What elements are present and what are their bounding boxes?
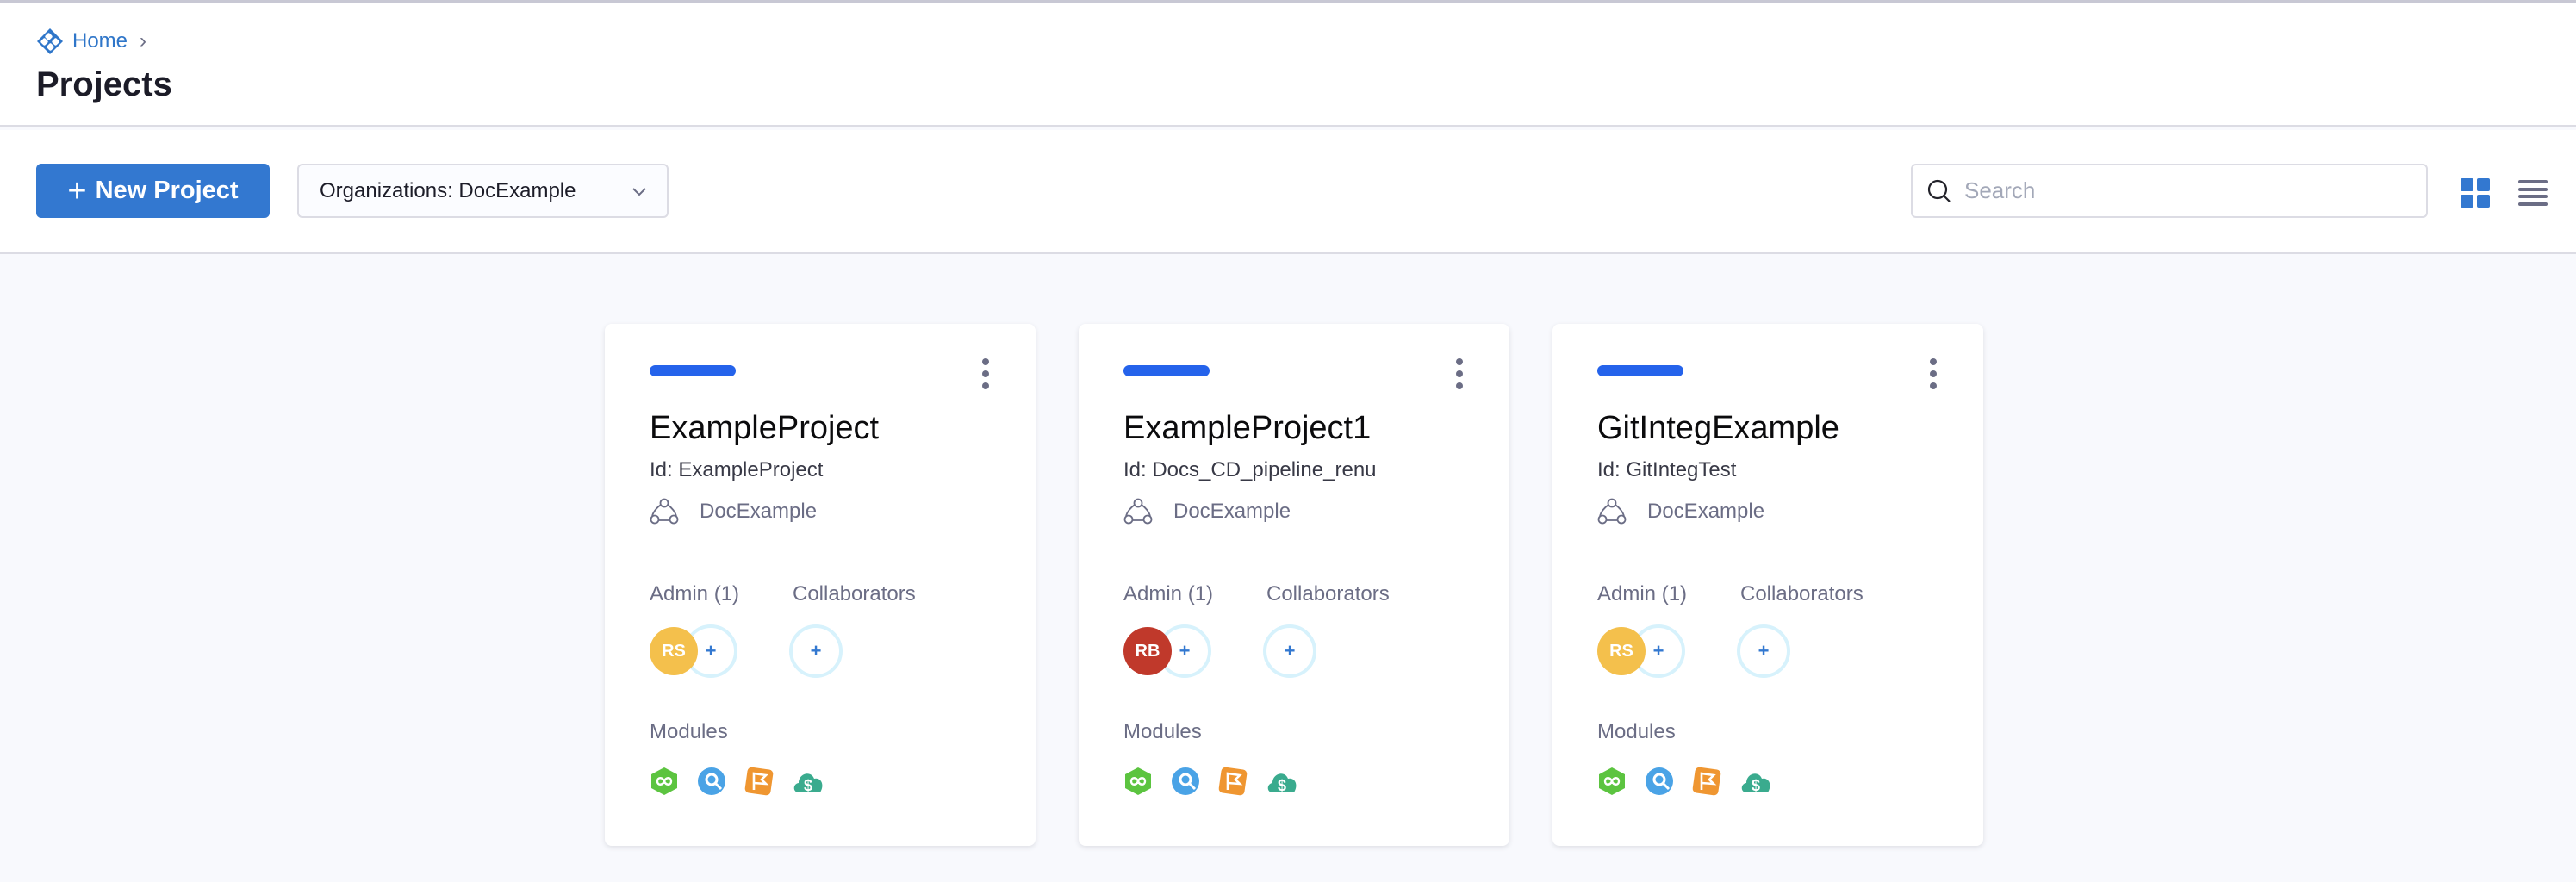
organization-icon	[1597, 498, 1627, 525]
more-options-icon[interactable]	[979, 358, 992, 389]
organization-icon	[1123, 498, 1153, 525]
modules-label: Modules	[1123, 720, 1202, 743]
feature-flags-module-icon[interactable]	[744, 767, 774, 796]
search-icon	[1927, 179, 1951, 202]
project-organization: DocExample	[1123, 498, 1291, 525]
project-id: Id: Docs_CD_pipeline_renu	[1123, 458, 1377, 481]
cd-module-icon[interactable]	[1597, 767, 1627, 796]
search-input[interactable]	[1964, 177, 2395, 204]
project-name: ExampleProject1	[1123, 410, 1372, 446]
modules-list: $	[1597, 767, 1770, 796]
project-id: Id: ExampleProject	[650, 458, 824, 481]
project-color-bar	[650, 365, 736, 376]
avatar[interactable]: RS	[650, 627, 698, 675]
add-collaborator-button[interactable]: +	[1263, 624, 1316, 678]
organization-select-value: Organizations: DocExample	[320, 178, 576, 202]
collaborators-label: Collaborators	[1266, 582, 1390, 606]
organization-name: DocExample	[700, 500, 818, 523]
organization-name: DocExample	[1173, 500, 1291, 523]
page-title: Projects	[36, 65, 172, 103]
new-project-label: New Project	[95, 177, 239, 204]
add-admin-button[interactable]: +	[1632, 624, 1685, 678]
toolbar: + New Project Organizations: DocExample	[0, 130, 2576, 254]
grid-view-icon[interactable]	[2461, 178, 2490, 208]
top-border	[0, 0, 2576, 3]
admin-label: Admin (1)	[1597, 582, 1688, 606]
modules-label: Modules	[650, 720, 728, 743]
plus-icon: +	[67, 172, 87, 209]
new-project-button[interactable]: + New Project	[36, 164, 270, 218]
add-collaborator-button[interactable]: +	[789, 624, 843, 678]
project-color-bar	[1597, 365, 1683, 376]
project-organization: DocExample	[1597, 498, 1764, 525]
ci-module-icon[interactable]	[1171, 767, 1200, 796]
svg-text:$: $	[1752, 777, 1760, 794]
modules-label: Modules	[1597, 720, 1676, 743]
project-name: ExampleProject	[650, 410, 880, 446]
modules-list: $	[650, 767, 823, 796]
collaborators-label: Collaborators	[1740, 582, 1864, 606]
avatar[interactable]: RB	[1123, 627, 1172, 675]
cloud-cost-module-icon[interactable]: $	[792, 767, 823, 796]
project-color-bar	[1123, 365, 1210, 376]
organization-icon	[650, 498, 679, 525]
cd-module-icon[interactable]	[650, 767, 679, 796]
ci-module-icon[interactable]	[697, 767, 726, 796]
ci-module-icon[interactable]	[1645, 767, 1674, 796]
project-card[interactable]: ExampleProject1 Id: Docs_CD_pipeline_ren…	[1079, 324, 1509, 846]
project-id: Id: GitIntegTest	[1597, 458, 1737, 481]
add-collaborator-button[interactable]: +	[1737, 624, 1790, 678]
collaborators-label: Collaborators	[793, 582, 916, 606]
chevron-right-icon: ›	[140, 29, 147, 53]
breadcrumb: Home ›	[36, 28, 146, 55]
admin-label: Admin (1)	[650, 582, 740, 606]
list-view-icon[interactable]	[2518, 180, 2548, 206]
search-box[interactable]	[1911, 164, 2428, 218]
feature-flags-module-icon[interactable]	[1692, 767, 1721, 796]
feature-flags-module-icon[interactable]	[1218, 767, 1248, 796]
chevron-down-icon	[632, 188, 646, 196]
project-card[interactable]: GitIntegExample Id: GitIntegTest DocExam…	[1552, 324, 1983, 846]
svg-text:$: $	[804, 777, 812, 794]
organization-name: DocExample	[1647, 500, 1765, 523]
more-options-icon[interactable]	[1926, 358, 1940, 389]
page-header: Home › Projects	[0, 3, 2576, 127]
cloud-cost-module-icon[interactable]: $	[1739, 767, 1770, 796]
project-organization: DocExample	[650, 498, 817, 525]
organization-select[interactable]: Organizations: DocExample	[297, 164, 669, 218]
harness-logo-icon	[37, 28, 63, 54]
modules-list: $	[1123, 767, 1297, 796]
breadcrumb-home-link[interactable]: Home	[72, 29, 128, 53]
cloud-cost-module-icon[interactable]: $	[1266, 767, 1297, 796]
more-options-icon[interactable]	[1453, 358, 1466, 389]
avatar[interactable]: RS	[1597, 627, 1646, 675]
project-name: GitIntegExample	[1597, 410, 1839, 446]
project-card[interactable]: ExampleProject Id: ExampleProject DocExa…	[605, 324, 1036, 846]
cd-module-icon[interactable]	[1123, 767, 1153, 796]
svg-text:$: $	[1278, 777, 1286, 794]
admin-label: Admin (1)	[1123, 582, 1214, 606]
